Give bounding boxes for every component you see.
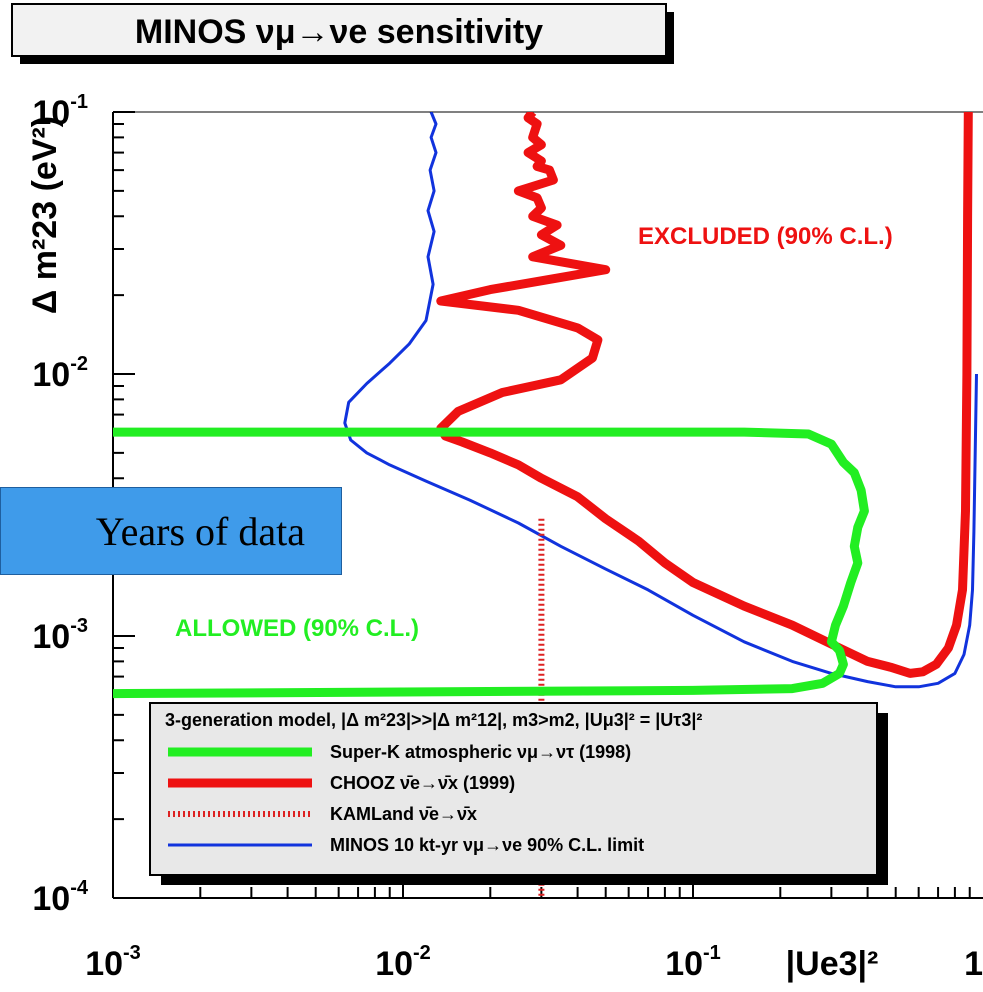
allowed-annotation: ALLOWED (90% C.L.) [175, 615, 419, 642]
x-tick-label: 10-3 [85, 942, 141, 983]
series-line-1 [436, 112, 973, 678]
y-tick-label: 10-3 [32, 615, 88, 656]
y-tick-label: 10-2 [32, 353, 88, 394]
x-tick-label: 10-1 [665, 942, 721, 983]
x-axis-label: |Ue3|² [786, 945, 879, 983]
legend-label: CHOOZ ν̄e→ν̄x (1999) [330, 773, 515, 793]
title-box: MINOS νμ→νe sensitivity [11, 3, 674, 64]
legend: 3-generation model, |Δ m²23|>>|Δ m²12|, … [149, 702, 888, 885]
x-tick-label: 10-2 [375, 942, 431, 983]
chart-title: MINOS νμ→νe sensitivity [135, 13, 543, 51]
legend-entries: Super-K atmospheric νμ→ντ (1998) CHOOZ ν̄… [168, 742, 644, 855]
y-tick-label: 10-4 [32, 877, 88, 918]
x-tick-labels: 10-3 10-2 10-1 1 [85, 942, 983, 983]
legend-label: MINOS 10 kt-yr νμ→νe 90% C.L. limit [330, 835, 644, 855]
years-of-data-callout: Years of data [0, 487, 342, 575]
series-line-3 [343, 112, 978, 689]
legend-label: KAMLand ν̄e→ν̄x [330, 804, 477, 824]
x-tick-label: 1 [964, 945, 983, 983]
legend-label: Super-K atmospheric νμ→ντ (1998) [330, 742, 631, 762]
series-line-0 [113, 427, 869, 699]
years-of-data-text: Years of data [95, 508, 305, 554]
excluded-annotation: EXCLUDED (90% C.L.) [638, 223, 893, 250]
y-axis-label: Δ m²23 (eV²) [26, 116, 64, 314]
legend-header: 3-generation model, |Δ m²23|>>|Δ m²12|, … [165, 710, 702, 730]
y-axis-label-text: Δ m²23 (eV²) [26, 116, 64, 314]
